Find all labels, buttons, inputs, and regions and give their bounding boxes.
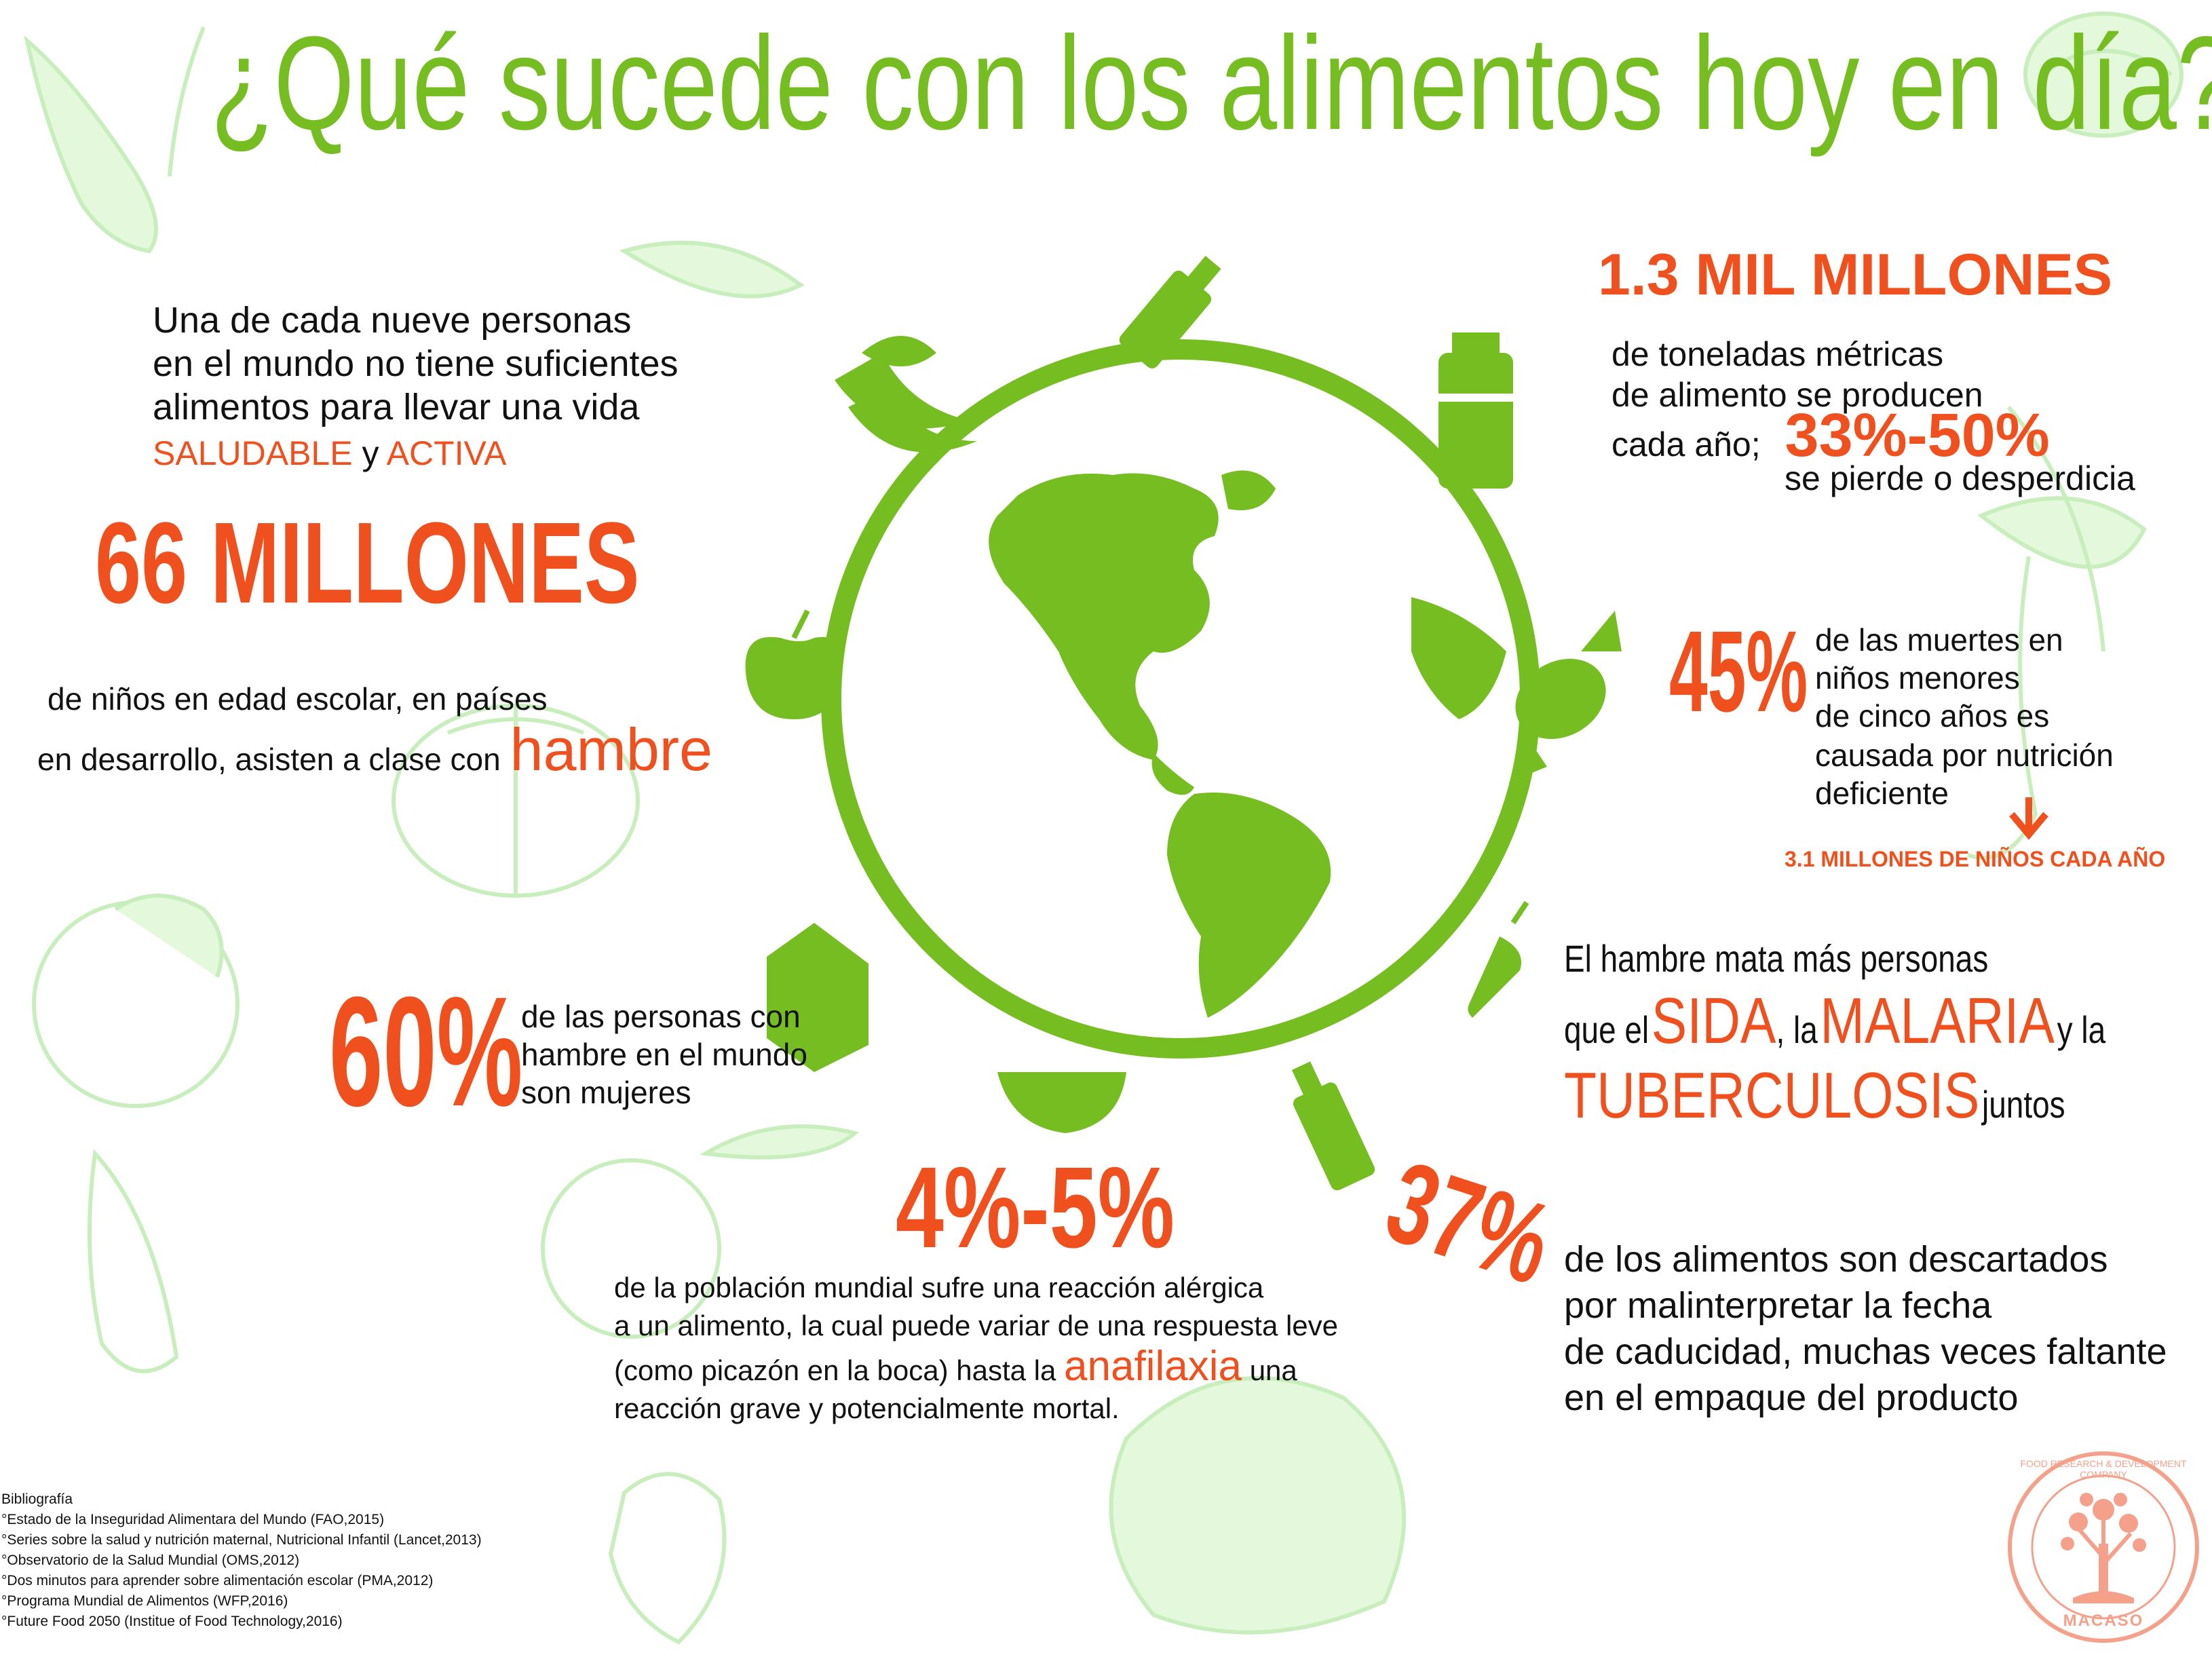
deaths-line-1: de las muertes en (1815, 622, 2063, 658)
expiry-text: de los alimentos son descartados por mal… (1564, 1236, 2167, 1421)
bibliography-item: °Observatorio de la Salud Mundial (OMS,2… (1, 1553, 300, 1568)
expiry-line-3: de caducidad, muchas veces faltante (1564, 1331, 2167, 1372)
hunger-line-1: Una de cada nueve personas (153, 300, 632, 341)
logo-tree-icon (2008, 1451, 2199, 1643)
hunger-word-healthy: SALUDABLE (153, 434, 353, 472)
bibliography-item: °Programa Mundial de Alimentos (WFP,2016… (1, 1593, 288, 1609)
production-line-4: se pierde o desperdicia (1785, 459, 2135, 497)
expiry-line-1: de los alimentos son descartados (1564, 1239, 2108, 1280)
arrow-down-icon (2009, 797, 2048, 840)
disease-malaria: MALARIA (1820, 985, 2055, 1057)
sauce-bottle-icon (1291, 1061, 1375, 1191)
hunger-word-active: ACTIVA (386, 434, 507, 472)
bibliography-item: °Future Food 2050 (Institue of Food Tech… (1, 1614, 343, 1629)
production-line-1: de toneladas métricas (1612, 335, 1944, 373)
women-line-2: hambre en el mundo (521, 1037, 807, 1072)
allergy-highlight: anafilaxia (1064, 1343, 1242, 1390)
women-line-1: de las personas con (521, 999, 801, 1034)
deaths-line-4: causada por nutrición (1815, 738, 2114, 773)
faint-vegetables (24, 12, 2184, 1645)
allergy-line-4: reacción grave y potencialmente mortal. (614, 1392, 1120, 1424)
disease-aids: SIDA (1651, 985, 1776, 1057)
bibliography: Bibliografía °Estado de la Inseguridad A… (1, 1489, 482, 1632)
logo-ring-text: FOOD RESEARCH & DEVELOPMENT COMPANY (2020, 1458, 2187, 1480)
hunger-block: Una de cada nueve personas en el mundo n… (153, 299, 679, 474)
bibliography-heading: Bibliografía (1, 1491, 73, 1507)
deaths-line-3: de cinco años es (1815, 698, 2050, 734)
deaths-text: de las muertes en niños menores de cinco… (1815, 621, 2063, 735)
milk-carton-icon (767, 923, 869, 1072)
production-stat-2: 33%-50% (1785, 402, 2050, 470)
allergy-line-1: de la población mundial sufre una reacci… (614, 1272, 1264, 1303)
children-highlight: hambre (510, 716, 713, 783)
children-stat: 66 MILLONES (95, 499, 640, 628)
deaths-line-2: niños menores (1815, 660, 2020, 696)
page-title: ¿Qué sucede con los alimentos hoy en día… (210, 9, 2212, 157)
production-line-2: de alimento se producen (1612, 376, 1983, 414)
bowl-icon (997, 1072, 1126, 1133)
bottle-icon (1119, 255, 1221, 368)
deaths-note: 3.1 MILLONES DE NIÑOS CADA AÑO (1785, 847, 2166, 871)
carrot-icon (1468, 900, 1529, 1018)
children-line-1: de niños en edad escolar, en países (47, 681, 548, 717)
expiry-line-4: en el empaque del producto (1564, 1377, 2019, 1418)
allergy-text: de la población mundial sufre una reacci… (614, 1269, 1338, 1428)
diseases-and: y la (2057, 1008, 2106, 1051)
disease-tuberculosis: TUBERCULOSIS (1564, 1059, 1980, 1132)
diseases-post: juntos (1982, 1083, 2065, 1126)
production-line-3: cada año; (1612, 425, 1761, 463)
bibliography-item: °Estado de la Inseguridad Alimentara del… (1, 1512, 385, 1527)
deaths-stat: 45% (1669, 607, 1808, 736)
globe-icon (821, 339, 1540, 1059)
production-text: de toneladas métricas de alimento se pro… (1612, 334, 2135, 499)
allergy-line-2: a un alimento, la cual puede variar de u… (614, 1310, 1339, 1341)
expiry-line-2: por malinterpretar la fecha (1564, 1285, 1992, 1326)
apple-icon (745, 609, 843, 719)
diseases-pre: que el (1564, 1008, 1650, 1051)
children-line-2: en desarrollo, asisten a clase con (37, 742, 501, 777)
diseases-mid: , la (1776, 1008, 1818, 1051)
allergy-line-3a: (como picazón en la boca) hasta la (614, 1354, 1056, 1386)
women-stat: 60% (329, 964, 523, 1139)
candy-icon (1513, 611, 1622, 780)
production-stat: 1.3 MIL MILLONES (1598, 242, 2113, 307)
company-logo: MACASO FOOD RESEARCH & DEVELOPMENT COMPA… (2005, 1449, 2202, 1645)
logo-name: MACASO (2063, 1612, 2144, 1630)
diseases-block: El hambre mata más personas (1564, 936, 2082, 981)
women-text: de las personas con hambre en el mundo s… (521, 997, 807, 1111)
children-text: de niños en edad escolar, en países (47, 679, 548, 719)
bibliography-item: °Dos minutos para aprender sobre aliment… (1, 1573, 434, 1588)
allergy-line-3b: una (1249, 1354, 1297, 1386)
allergy-stat: 4%-5% (896, 1143, 1175, 1272)
hunger-connector: y (362, 434, 379, 472)
bananas-icon (835, 336, 977, 453)
yogurt-icon (1438, 332, 1513, 489)
bibliography-item: °Series sobre la salud y nutrición mater… (1, 1532, 482, 1548)
women-line-3: son mujeres (521, 1075, 691, 1110)
diseases-line-1: El hambre mata más personas (1564, 937, 1989, 980)
deaths-line-5: deficiente (1815, 776, 1949, 811)
hunger-line-2: en el mundo no tiene suficientes (153, 343, 679, 384)
hunger-line-3: alimentos para llevar una vida (153, 387, 640, 427)
